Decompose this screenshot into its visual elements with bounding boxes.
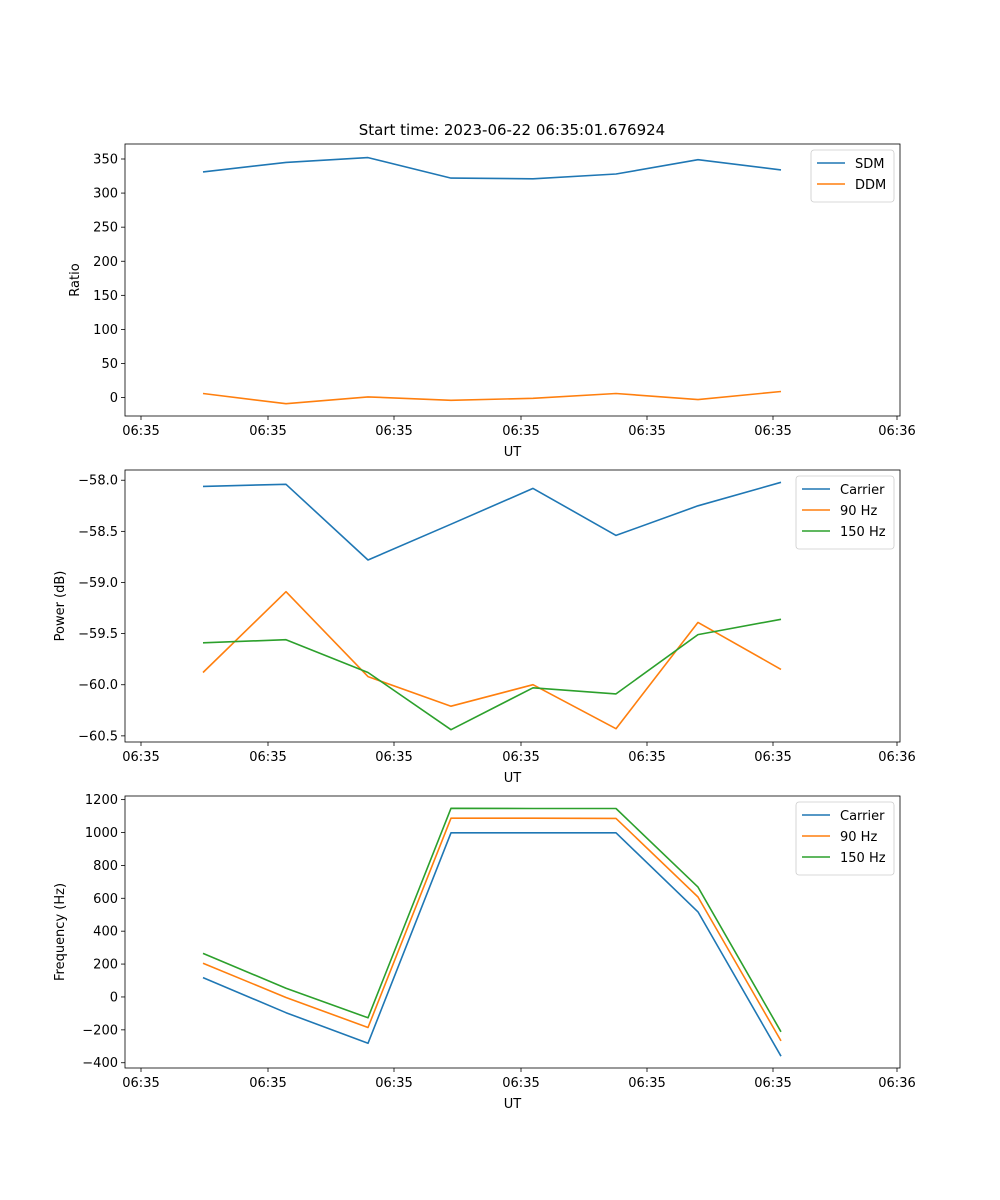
legend-label: 150 Hz bbox=[840, 525, 886, 540]
panels: 06:35 06:35 06:35 06:35 06:35 06:35 06:36 UT 0 50… bbox=[53, 143, 916, 1112]
y-tick-label: −58.5 bbox=[78, 525, 118, 540]
y-tick-label: 1000 bbox=[85, 826, 118, 841]
y-tick-label: 800 bbox=[93, 859, 118, 874]
x-tick-label: 06:35 bbox=[628, 1076, 665, 1091]
axes-frame bbox=[124, 143, 901, 417]
x-tick-label: 06:35 bbox=[249, 750, 286, 765]
figure-title: Start time: 2023-06-22 06:35:01.676924 bbox=[359, 121, 665, 139]
axes-frame bbox=[124, 469, 901, 743]
x-tick-label: 06:35 bbox=[754, 750, 791, 765]
y-tick-label: −59.5 bbox=[78, 627, 118, 642]
y-tick-label: 350 bbox=[93, 152, 118, 167]
y-tick-label: 250 bbox=[93, 221, 118, 236]
x-tick-label: 06:36 bbox=[878, 1076, 915, 1091]
x-tick-label: 06:36 bbox=[878, 750, 915, 765]
x-tick-label: 06:35 bbox=[375, 424, 412, 439]
x-tick-label: 06:35 bbox=[502, 750, 539, 765]
legend: Carrier 90 Hz 150 Hz bbox=[795, 475, 895, 550]
x-tick-label: 06:35 bbox=[502, 424, 539, 439]
legend-label: 90 Hz bbox=[840, 504, 877, 519]
y-tick-label: 400 bbox=[93, 925, 118, 940]
series-line-carrier bbox=[202, 831, 782, 1057]
y-axis-label: Frequency (Hz) bbox=[53, 883, 68, 981]
legend-label: 150 Hz bbox=[840, 851, 886, 866]
y-tick-label: 100 bbox=[93, 323, 118, 338]
y-tick-label: −200 bbox=[82, 1023, 118, 1038]
legend: Carrier 90 Hz 150 Hz bbox=[795, 801, 895, 876]
series-line-ddm bbox=[202, 390, 782, 405]
panel-1: 06:35 06:35 06:35 06:35 06:35 06:35 06:36 UT 0 50… bbox=[68, 143, 916, 460]
legend: SDM DDM bbox=[810, 149, 895, 203]
series-line-90-hz bbox=[202, 817, 782, 1042]
x-tick-label: 06:35 bbox=[375, 750, 412, 765]
y-tick-label: 200 bbox=[93, 255, 118, 270]
y-tick-label: 150 bbox=[93, 289, 118, 304]
y-tick-label: 1200 bbox=[85, 793, 118, 808]
y-tick-label: 0 bbox=[110, 391, 118, 406]
legend-label: SDM bbox=[855, 157, 884, 172]
x-tick-label: 06:35 bbox=[122, 424, 159, 439]
axes-frame bbox=[124, 795, 901, 1069]
y-tick-label: 300 bbox=[93, 187, 118, 202]
y-axis-label: Power (dB) bbox=[53, 571, 68, 642]
x-tick-label: 06:35 bbox=[249, 1076, 286, 1091]
y-tick-label: −400 bbox=[82, 1056, 118, 1071]
x-tick-label: 06:35 bbox=[502, 1076, 539, 1091]
x-axis-label: UT bbox=[504, 771, 522, 786]
y-tick-label: −59.0 bbox=[78, 576, 118, 591]
x-tick-label: 06:36 bbox=[878, 424, 915, 439]
x-axis-label: UT bbox=[504, 445, 522, 460]
y-tick-label: 600 bbox=[93, 892, 118, 907]
y-tick-label: −58.0 bbox=[78, 474, 118, 489]
series-line-90-hz bbox=[202, 590, 782, 730]
legend-label: Carrier bbox=[840, 483, 885, 498]
x-tick-label: 06:35 bbox=[375, 1076, 412, 1091]
y-axis-label: Ratio bbox=[68, 263, 83, 296]
x-tick-label: 06:35 bbox=[628, 424, 665, 439]
x-tick-label: 06:35 bbox=[754, 424, 791, 439]
series-line-150-hz bbox=[202, 807, 782, 1033]
x-axis-label: UT bbox=[504, 1097, 522, 1112]
x-tick-label: 06:35 bbox=[249, 424, 286, 439]
x-tick-label: 06:35 bbox=[754, 1076, 791, 1091]
x-tick-label: 06:35 bbox=[122, 1076, 159, 1091]
series-line-150-hz bbox=[202, 618, 782, 731]
panel-3: 06:35 06:35 06:35 06:35 06:35 06:35 06:36 UT −40… bbox=[53, 793, 916, 1112]
y-tick-label: 50 bbox=[101, 357, 118, 372]
legend-label: Carrier bbox=[840, 809, 885, 824]
series-line-sdm bbox=[202, 156, 782, 180]
legend-label: 90 Hz bbox=[840, 830, 877, 845]
y-tick-label: 0 bbox=[110, 990, 118, 1005]
x-tick-label: 06:35 bbox=[628, 750, 665, 765]
x-tick-label: 06:35 bbox=[122, 750, 159, 765]
panel-2: 06:35 06:35 06:35 06:35 06:35 06:35 06:36 UT −58… bbox=[53, 469, 916, 786]
series-line-carrier bbox=[202, 481, 782, 561]
y-tick-label: −60.0 bbox=[78, 678, 118, 693]
legend-label: DDM bbox=[855, 178, 886, 193]
y-tick-label: 200 bbox=[93, 958, 118, 973]
y-tick-label: −60.5 bbox=[78, 729, 118, 744]
